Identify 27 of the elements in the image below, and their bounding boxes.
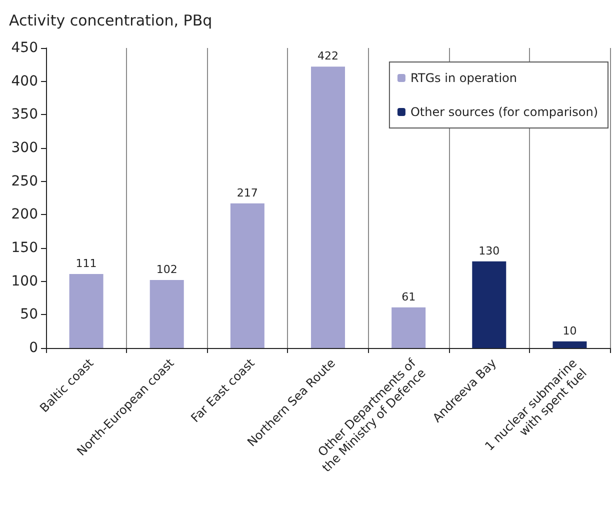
y-tick-label: 100: [11, 273, 38, 290]
data-label: 102: [156, 263, 178, 276]
bar: [552, 341, 587, 348]
data-label: 217: [236, 186, 258, 200]
y-tick-label: 0: [29, 340, 38, 356]
y-tick-label: 300: [11, 140, 38, 156]
data-label: 61: [402, 290, 416, 304]
bar: [150, 280, 184, 348]
y-tick-label: 350: [11, 106, 38, 123]
bar: [392, 307, 426, 348]
data-label: 130: [478, 244, 500, 258]
y-tick-label: 400: [11, 73, 38, 90]
y-tick-label: 450: [11, 40, 38, 56]
y-tick-label: 200: [11, 206, 38, 223]
data-label: 10: [562, 324, 577, 338]
y-tick-label: 250: [11, 173, 38, 190]
bar: [230, 203, 264, 348]
bar: [69, 274, 104, 348]
data-label: 111: [76, 257, 97, 270]
legend-label: Other sources (for comparison): [410, 105, 598, 119]
y-tick-label: 50: [20, 306, 38, 323]
bar: [472, 261, 506, 348]
legend-label: RTGs in operation: [410, 71, 517, 85]
data-label: 422: [318, 50, 338, 63]
y-tick-label: 150: [11, 240, 38, 256]
bar: [311, 66, 345, 348]
y-axis-title: Activity concentration, PBq: [9, 12, 212, 30]
